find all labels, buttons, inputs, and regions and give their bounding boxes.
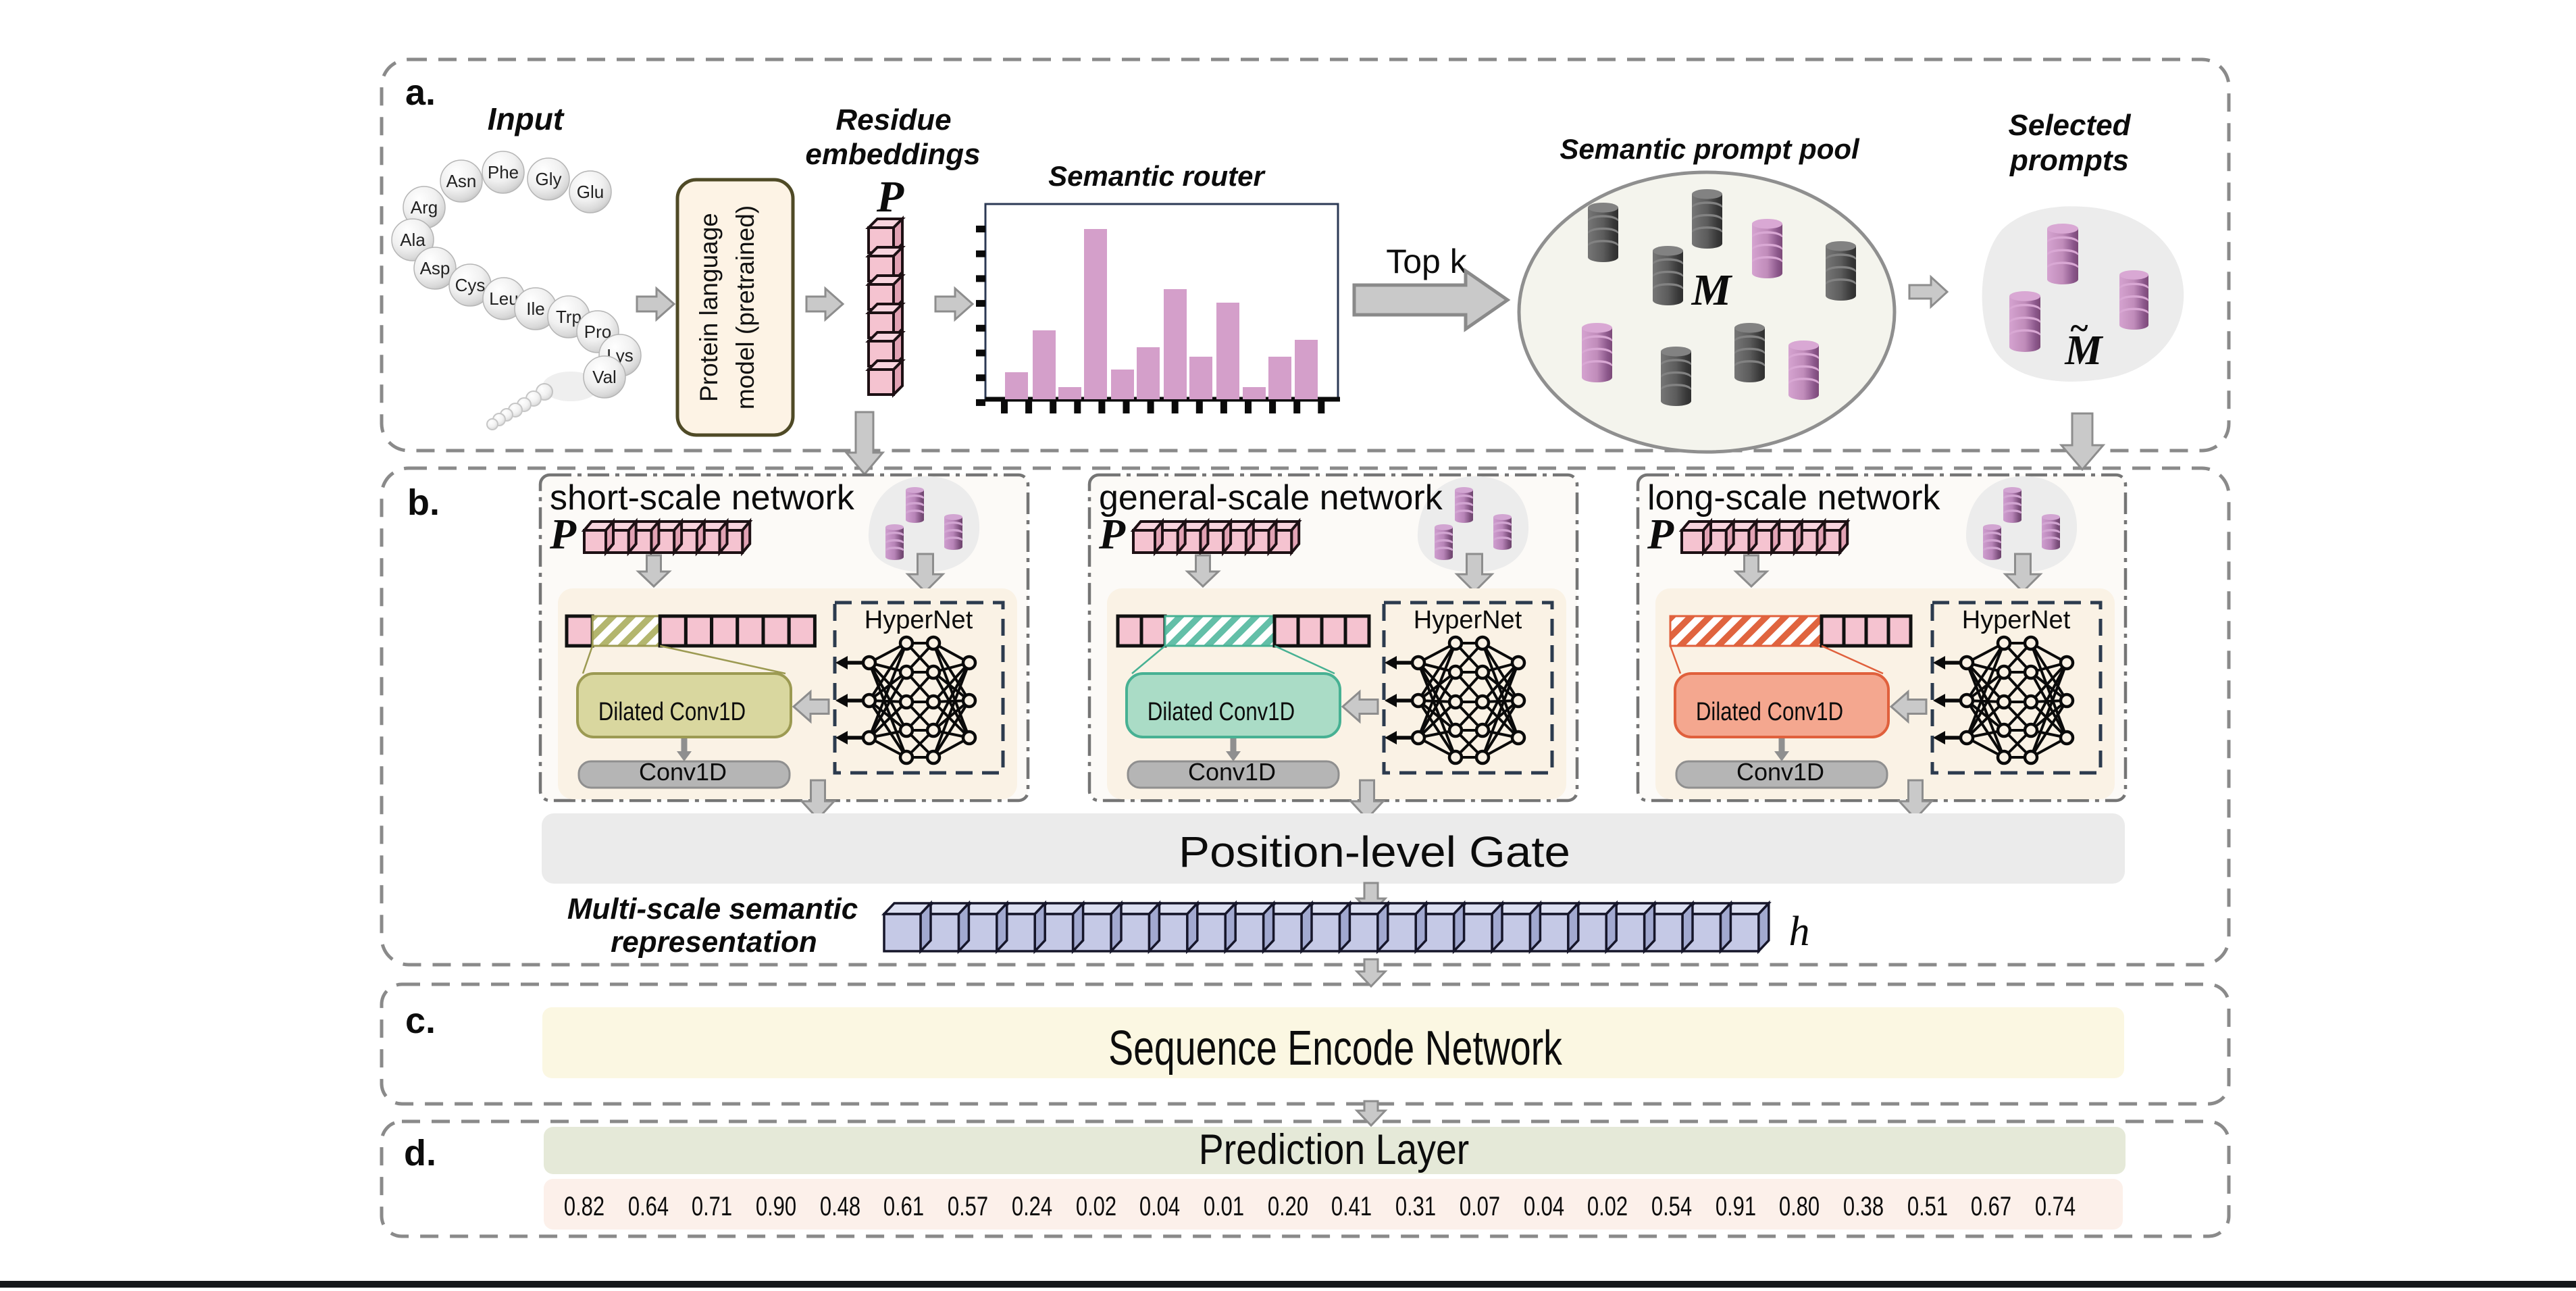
svg-text:0.31: 0.31 [1395, 1191, 1436, 1221]
svg-text:0.71: 0.71 [692, 1191, 732, 1221]
svg-text:Top k: Top k [1386, 243, 1468, 280]
svg-text:Prediction Layer: Prediction Layer [1199, 1125, 1470, 1173]
svg-text:P: P [1098, 510, 1126, 558]
svg-text:0.61: 0.61 [883, 1191, 924, 1221]
svg-text:Sequence Encode Network: Sequence Encode Network [1108, 1021, 1563, 1075]
svg-text:Ile: Ile [526, 299, 544, 319]
svg-text:0.82: 0.82 [564, 1191, 604, 1221]
svg-text:Gly: Gly [536, 169, 562, 189]
svg-text:0.02: 0.02 [1076, 1191, 1116, 1221]
svg-text:0.41: 0.41 [1331, 1191, 1372, 1221]
svg-text:Asn: Asn [446, 171, 477, 191]
svg-text:Multi-scale semantic: Multi-scale semantic [567, 892, 858, 926]
svg-text:0.90: 0.90 [756, 1191, 796, 1221]
svg-text:HyperNet: HyperNet [1414, 606, 1522, 634]
svg-text:0.02: 0.02 [1587, 1191, 1628, 1221]
svg-text:Residue: Residue [835, 103, 951, 136]
svg-text:0.07: 0.07 [1460, 1191, 1500, 1221]
svg-text:Val: Val [592, 367, 617, 387]
svg-text:P: P [549, 510, 577, 558]
svg-text:representation: representation [611, 926, 817, 959]
svg-text:0.01: 0.01 [1204, 1191, 1244, 1221]
svg-text:0.38: 0.38 [1843, 1191, 1884, 1221]
svg-text:Dilated Conv1D: Dilated Conv1D [1696, 698, 1843, 726]
svg-text:Trp: Trp [556, 307, 582, 327]
svg-text:Conv1D: Conv1D [639, 758, 727, 786]
svg-text:0.80: 0.80 [1779, 1191, 1820, 1221]
svg-text:0.67: 0.67 [1971, 1191, 2011, 1221]
svg-text:prompts: prompts [2009, 144, 2129, 177]
svg-text:Asp: Asp [420, 258, 450, 278]
svg-text:0.74: 0.74 [2035, 1191, 2076, 1221]
svg-text:model (pretrained): model (pretrained) [731, 205, 759, 409]
svg-text:0.04: 0.04 [1524, 1191, 1564, 1221]
svg-text:0.20: 0.20 [1268, 1191, 1308, 1221]
svg-text:M: M [2064, 328, 2103, 374]
svg-text:Selected: Selected [2009, 109, 2132, 142]
svg-text:0.54: 0.54 [1651, 1191, 1692, 1221]
svg-text:embeddings: embeddings [805, 138, 980, 171]
svg-text:0.48: 0.48 [820, 1191, 860, 1221]
svg-text:short-scale network: short-scale network [550, 478, 855, 517]
svg-text:~: ~ [2069, 309, 2089, 347]
svg-text:Protein language: Protein language [695, 213, 723, 402]
svg-text:Arg: Arg [411, 197, 438, 218]
svg-text:Cys: Cys [455, 275, 486, 295]
svg-text:HyperNet: HyperNet [865, 606, 973, 634]
svg-text:HyperNet: HyperNet [1962, 606, 2071, 634]
svg-text:Dilated Conv1D: Dilated Conv1D [598, 698, 746, 726]
svg-text:Leu: Leu [489, 288, 518, 309]
svg-text:long-scale network: long-scale network [1647, 478, 1941, 517]
svg-text:Dilated Conv1D: Dilated Conv1D [1148, 698, 1295, 726]
svg-text:P: P [1647, 510, 1674, 558]
svg-text:0.51: 0.51 [1907, 1191, 1948, 1221]
svg-text:d.: d. [404, 1133, 436, 1173]
svg-text:Semantic router: Semantic router [1048, 160, 1266, 192]
svg-text:h: h [1789, 909, 1810, 955]
svg-text:c.: c. [405, 1001, 436, 1041]
svg-text:Phe: Phe [488, 162, 519, 182]
svg-text:0.57: 0.57 [948, 1191, 988, 1221]
svg-text:Conv1D: Conv1D [1188, 758, 1276, 786]
svg-text:0.64: 0.64 [628, 1191, 669, 1221]
svg-text:Semantic prompt pool: Semantic prompt pool [1560, 133, 1860, 165]
svg-text:0.04: 0.04 [1139, 1191, 1180, 1221]
svg-text:Conv1D: Conv1D [1736, 758, 1824, 786]
svg-text:0.24: 0.24 [1012, 1191, 1052, 1221]
svg-text:M: M [1691, 265, 1733, 315]
svg-text:general-scale network: general-scale network [1099, 478, 1443, 517]
svg-text:b.: b. [407, 482, 440, 523]
svg-text:0.91: 0.91 [1716, 1191, 1756, 1221]
svg-text:a.: a. [405, 72, 436, 113]
svg-text:Ala: Ala [400, 230, 426, 250]
svg-text:Position-level Gate: Position-level Gate [1179, 828, 1570, 876]
svg-text:Glu: Glu [577, 182, 604, 202]
svg-text:Input: Input [488, 101, 565, 136]
svg-text:P: P [876, 172, 904, 222]
